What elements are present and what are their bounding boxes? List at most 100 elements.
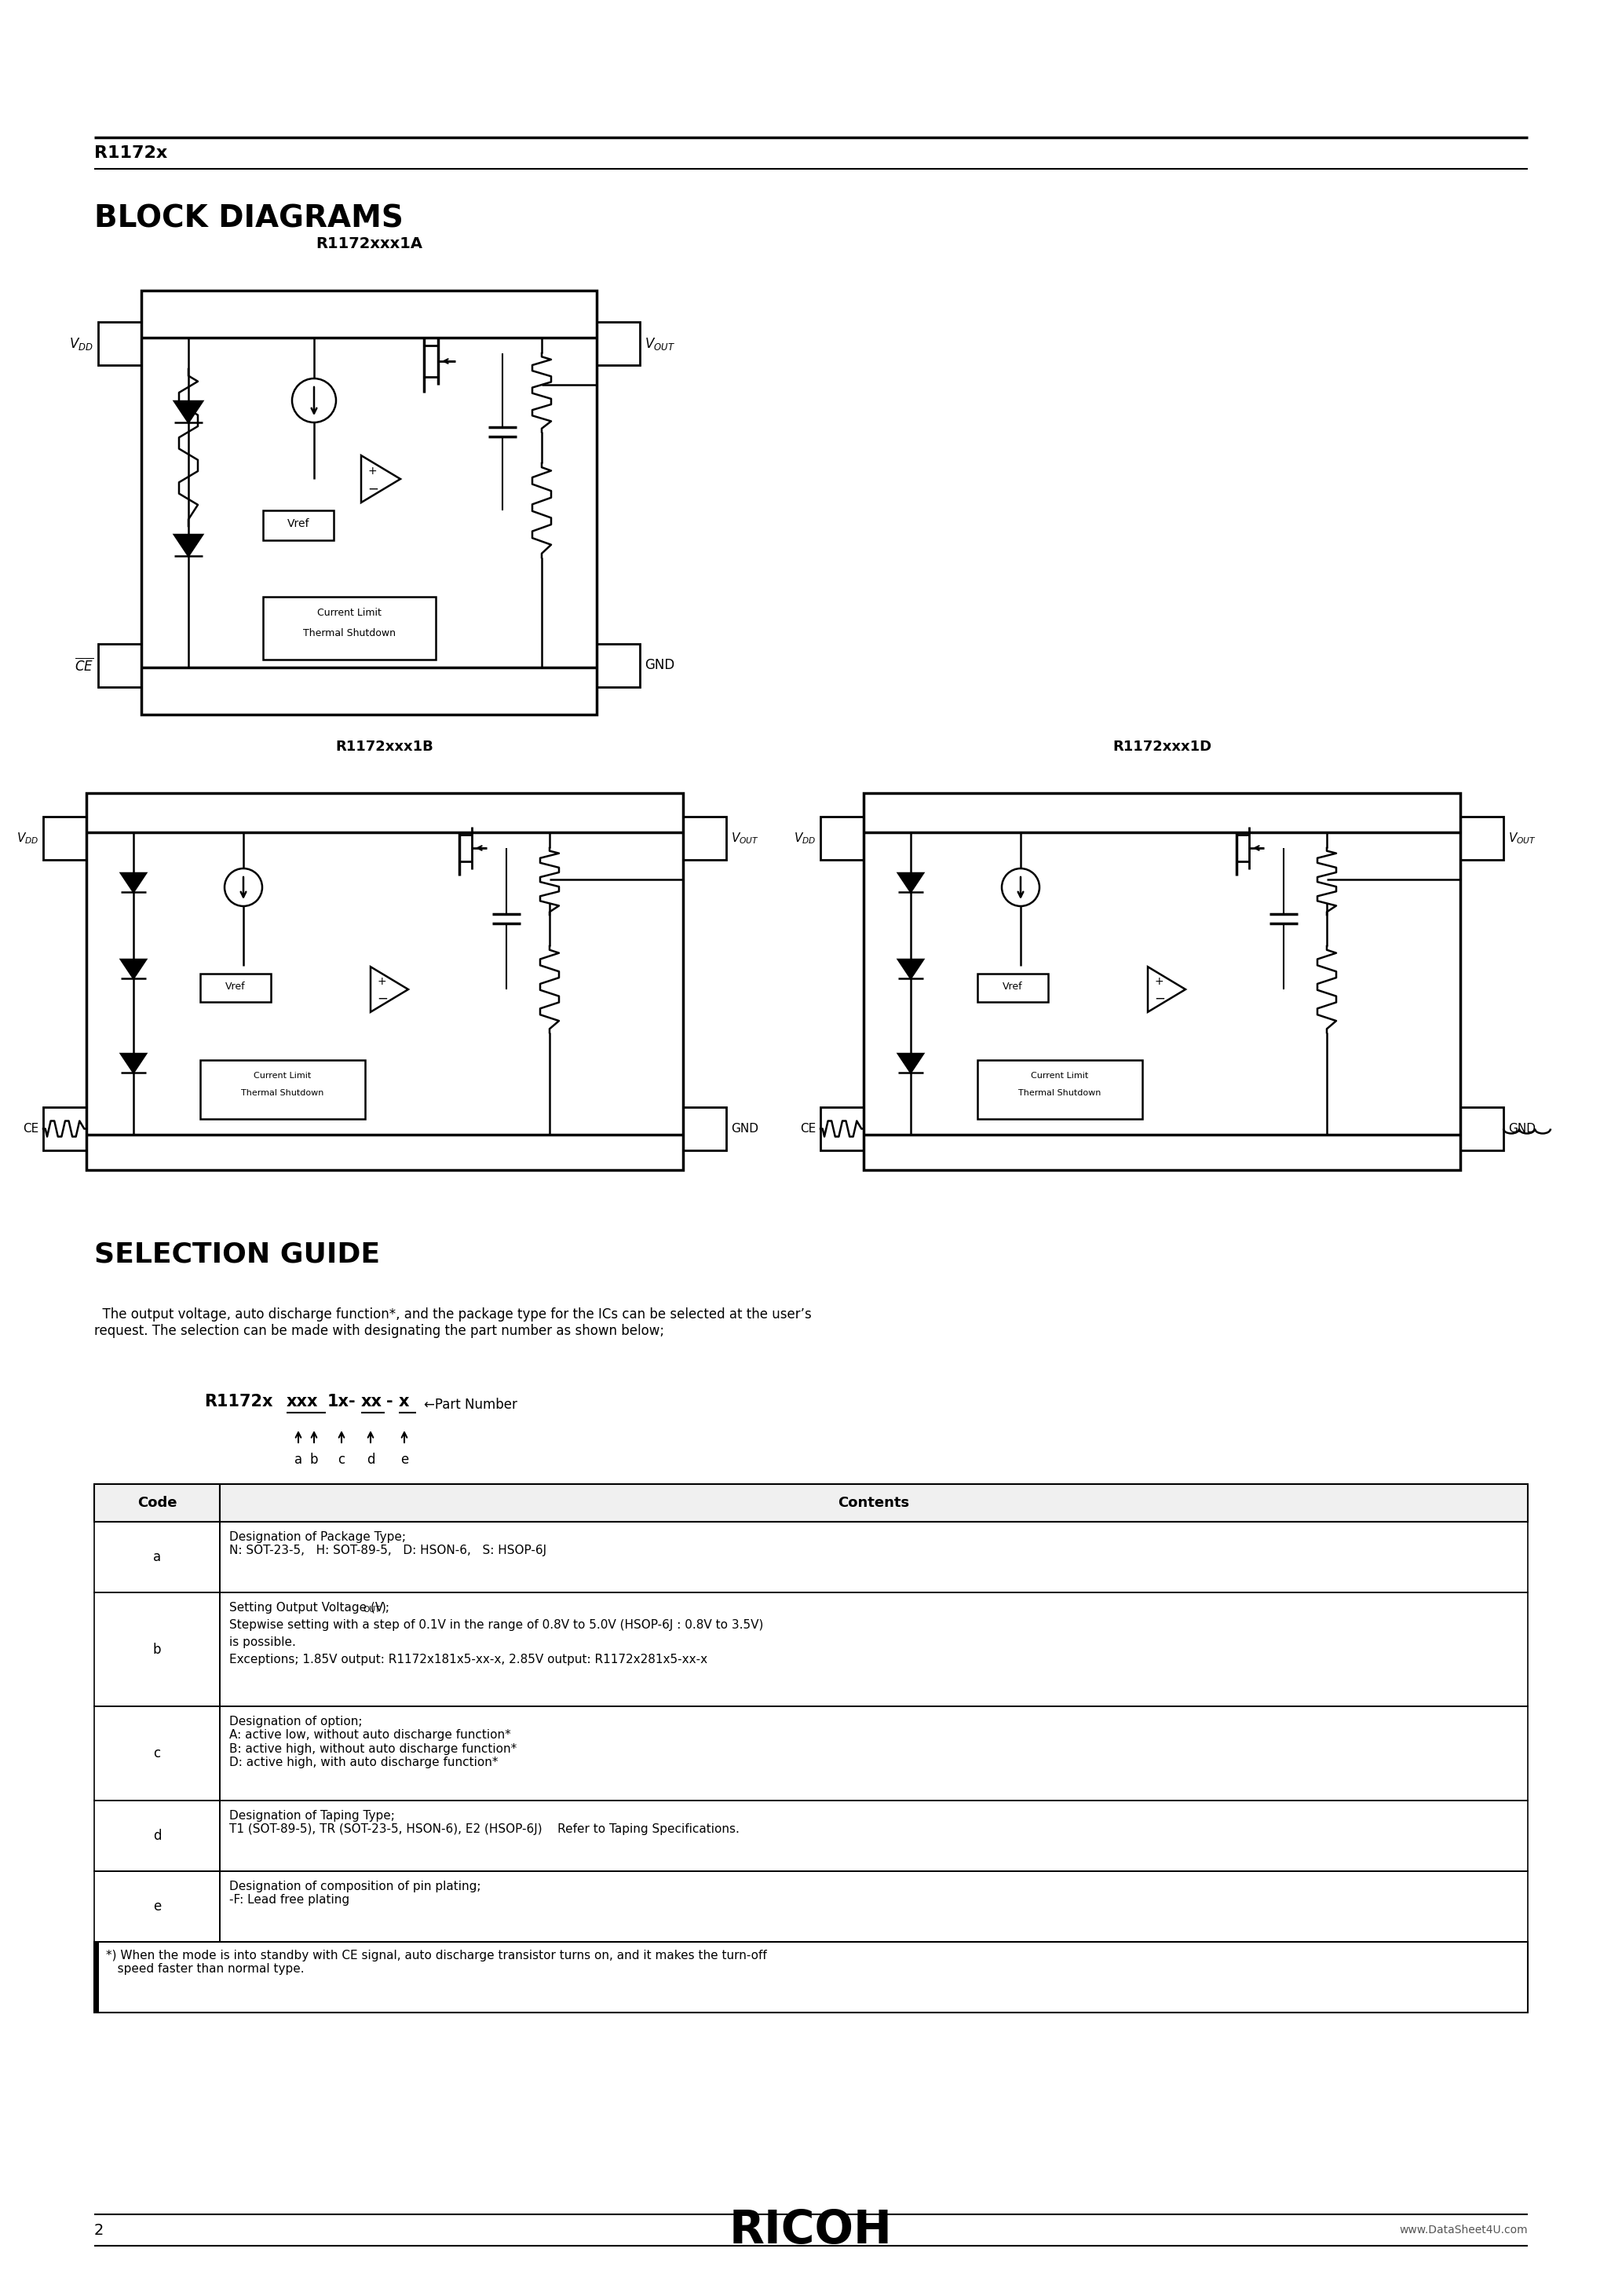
- Bar: [978, 1061, 1142, 1118]
- Bar: [597, 643, 639, 687]
- Text: 2: 2: [94, 2223, 104, 2239]
- Polygon shape: [122, 960, 146, 978]
- Text: Current Limit: Current Limit: [1032, 1072, 1088, 1079]
- Text: RICOH: RICOH: [730, 2209, 892, 2252]
- Bar: [1460, 817, 1504, 859]
- Text: xxx: xxx: [287, 1394, 318, 1410]
- Text: $V_{OUT}$: $V_{OUT}$: [1508, 831, 1536, 845]
- Bar: [221, 1593, 1528, 1706]
- Text: Vref: Vref: [1002, 980, 1023, 992]
- Bar: [221, 1871, 1528, 1942]
- Text: −: −: [1155, 992, 1165, 1006]
- Text: Designation of Taping Type;
T1 (SOT-89-5), TR (SOT-23-5, HSON-6), E2 (HSOP-6J)  : Designation of Taping Type; T1 (SOT-89-5…: [229, 1809, 740, 1835]
- Text: Setting Output Voltage (V: Setting Output Voltage (V: [229, 1603, 383, 1614]
- Polygon shape: [899, 1054, 923, 1072]
- Text: +: +: [1155, 976, 1163, 987]
- Bar: [221, 1522, 1528, 1593]
- Text: a: a: [152, 1550, 161, 1564]
- Text: );: );: [381, 1603, 391, 1614]
- Text: $V_{OUT}$: $V_{OUT}$: [732, 831, 759, 845]
- Text: Current Limit: Current Limit: [318, 608, 381, 618]
- Text: d: d: [367, 1453, 375, 1467]
- Text: Current Limit: Current Limit: [255, 1072, 311, 1079]
- Text: Contents: Contents: [839, 1497, 910, 1511]
- Bar: [44, 817, 86, 859]
- Bar: [44, 1107, 86, 1150]
- Text: Vref: Vref: [287, 519, 310, 530]
- Bar: [94, 1522, 221, 1593]
- Bar: [1460, 1107, 1504, 1150]
- Text: $V_{DD}$: $V_{DD}$: [16, 831, 39, 845]
- Text: Vref: Vref: [225, 980, 245, 992]
- Text: R1172xxx1D: R1172xxx1D: [1113, 739, 1212, 753]
- Text: CE: CE: [23, 1123, 39, 1134]
- Bar: [94, 1942, 1528, 2014]
- Text: Designation of composition of pin plating;
-F: Lead free plating: Designation of composition of pin platin…: [229, 1880, 480, 1906]
- Text: b: b: [310, 1453, 318, 1467]
- Bar: [94, 1483, 221, 1522]
- Polygon shape: [174, 535, 203, 556]
- Text: CE: CE: [800, 1123, 816, 1134]
- Polygon shape: [122, 1054, 146, 1072]
- Bar: [821, 1107, 863, 1150]
- Bar: [94, 1706, 221, 1800]
- Text: Stepwise setting with a step of 0.1V in the range of 0.8V to 5.0V (HSOP-6J : 0.8: Stepwise setting with a step of 0.1V in …: [229, 1619, 764, 1630]
- Bar: [263, 510, 334, 540]
- Text: www.DataSheet4U.com: www.DataSheet4U.com: [1400, 2225, 1528, 2236]
- Polygon shape: [174, 402, 203, 422]
- Text: e: e: [401, 1453, 409, 1467]
- Polygon shape: [899, 872, 923, 893]
- Text: The output voltage, auto discharge function*, and the package type for the ICs c: The output voltage, auto discharge funct…: [94, 1306, 811, 1339]
- Text: Designation of Package Type;
N: SOT-23-5,   H: SOT-89-5,   D: HSON-6,   S: HSOP-: Designation of Package Type; N: SOT-23-5…: [229, 1531, 547, 1557]
- Text: a: a: [294, 1453, 302, 1467]
- Text: $\overline{CE}$: $\overline{CE}$: [75, 657, 94, 673]
- Bar: [221, 1800, 1528, 1871]
- Bar: [978, 974, 1048, 1001]
- Bar: [683, 817, 727, 859]
- Text: 1x-: 1x-: [328, 1394, 357, 1410]
- Bar: [821, 817, 863, 859]
- Text: *) When the mode is into standby with CE signal, auto discharge transistor turns: *) When the mode is into standby with CE…: [105, 1949, 767, 1975]
- Bar: [141, 292, 597, 714]
- Bar: [200, 974, 271, 1001]
- Bar: [683, 1107, 727, 1150]
- Text: GND: GND: [644, 659, 675, 673]
- Text: xx: xx: [362, 1394, 383, 1410]
- Text: −: −: [368, 482, 378, 496]
- Text: Thermal Shutdown: Thermal Shutdown: [1019, 1088, 1101, 1097]
- Text: e: e: [152, 1899, 161, 1913]
- Text: ←Part Number: ←Part Number: [423, 1398, 517, 1412]
- Bar: [94, 1593, 221, 1706]
- Bar: [94, 1800, 221, 1871]
- Bar: [99, 643, 141, 687]
- Text: $V_{DD}$: $V_{DD}$: [793, 831, 816, 845]
- Text: +: +: [376, 976, 386, 987]
- Text: SELECTION GUIDE: SELECTION GUIDE: [94, 1240, 380, 1267]
- Bar: [221, 1706, 1528, 1800]
- Bar: [86, 792, 683, 1171]
- Bar: [200, 1061, 365, 1118]
- Text: is possible.: is possible.: [229, 1637, 295, 1649]
- Polygon shape: [122, 872, 146, 893]
- Text: +: +: [368, 466, 376, 478]
- Bar: [94, 1871, 221, 1942]
- Text: R1172xxx1B: R1172xxx1B: [336, 739, 433, 753]
- Text: c: c: [154, 1747, 161, 1761]
- Text: Thermal Shutdown: Thermal Shutdown: [242, 1088, 324, 1097]
- Text: b: b: [152, 1642, 161, 1655]
- Text: c: c: [337, 1453, 345, 1467]
- Bar: [99, 321, 141, 365]
- Text: $V_{DD}$: $V_{DD}$: [70, 335, 94, 351]
- Text: $V_{OUT}$: $V_{OUT}$: [644, 335, 675, 351]
- Polygon shape: [899, 960, 923, 978]
- Text: Exceptions; 1.85V output: R1172x181x5-xx-x, 2.85V output: R1172x281x5-xx-x: Exceptions; 1.85V output: R1172x181x5-xx…: [229, 1653, 707, 1665]
- Text: Code: Code: [138, 1497, 177, 1511]
- Bar: [863, 792, 1460, 1171]
- Text: R1172x: R1172x: [204, 1394, 272, 1410]
- Text: x: x: [399, 1394, 409, 1410]
- Text: OUT: OUT: [363, 1605, 380, 1614]
- Bar: [94, 1942, 99, 2014]
- Text: Designation of option;
A: active low, without auto discharge function*
B: active: Designation of option; A: active low, wi…: [229, 1715, 517, 1768]
- Text: R1172xxx1A: R1172xxx1A: [316, 236, 422, 250]
- Text: GND: GND: [732, 1123, 759, 1134]
